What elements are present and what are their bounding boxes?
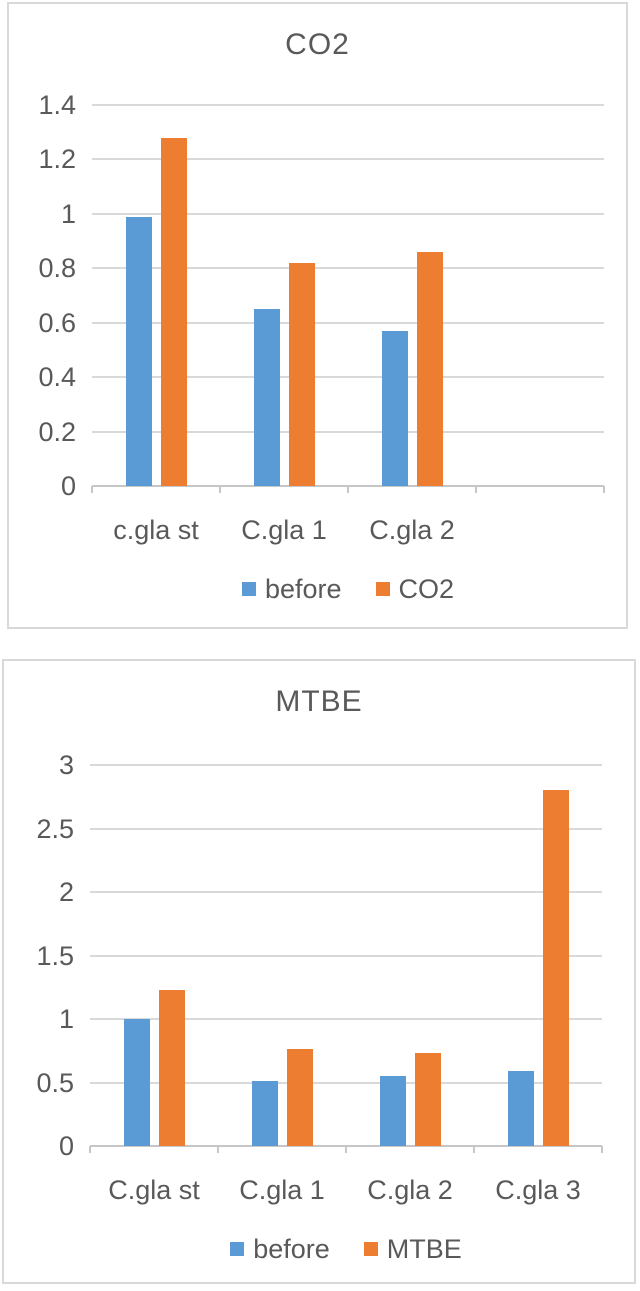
y-tick-label: 0 [60, 471, 76, 501]
x-axis-tick [345, 1146, 347, 1153]
x-category-label: C.gla 3 [495, 1175, 581, 1205]
bar-co2-c-gla-st [161, 138, 187, 486]
y-tick-label: 0.8 [38, 253, 76, 284]
x-category-label: C.gla 1 [241, 515, 327, 545]
bar-mtbe-c-gla-1 [287, 1049, 313, 1146]
bar-before-c-gla-3 [508, 1071, 534, 1146]
x-axis-tick [91, 486, 93, 493]
gridline [90, 827, 602, 830]
bar-before-c-gla-1 [254, 309, 280, 486]
legend-label-mtbe: MTBE [386, 1234, 462, 1264]
y-tick-label: 1.5 [36, 940, 74, 971]
y-tick-label: 1.2 [38, 144, 76, 175]
legend-swatch-mtbe [363, 1242, 378, 1256]
bar-co2-c-gla-2 [417, 252, 443, 486]
x-axis-tick [603, 486, 605, 493]
y-tick-label: 1.4 [38, 90, 76, 120]
bar-before-c-gla-st [126, 217, 152, 486]
bar-before-c-gla-st [124, 1019, 150, 1146]
legend-swatch-co2 [375, 582, 390, 596]
bar-co2-c-gla-1 [289, 263, 315, 486]
bar-before-c-gla-2 [382, 331, 408, 486]
plot-area: 0 0.2 0.4 0.6 0.8 1 1.2 1.4 c.gla st C.gla 1 C.gla… [38, 90, 605, 604]
gridline [90, 891, 602, 893]
legend-label-before: before [253, 1234, 330, 1264]
x-category-label: C.gla st [108, 1175, 200, 1205]
y-tick-label: 2.5 [36, 813, 74, 844]
x-axis-tick [475, 486, 477, 493]
y-tick-label: 0.6 [38, 307, 76, 338]
legend-swatch-before [230, 1242, 245, 1256]
legend-entry-co2: CO2 [375, 574, 455, 604]
plot-area: 0 0.5 1 1.5 2 2.5 3 C.gla st C.gla 1 C.gla 2 C.gla… [36, 750, 603, 1264]
chart-legend: before CO2 [92, 574, 604, 604]
x-axis-tick [89, 1146, 91, 1153]
bar-before-c-gla-1 [252, 1081, 278, 1146]
gridline [92, 267, 604, 270]
x-axis-tick [217, 1146, 219, 1153]
gridline [92, 430, 604, 433]
gridline [92, 104, 604, 106]
y-tick-label: 0.2 [38, 416, 76, 447]
legend-entry-before: before [241, 574, 342, 604]
co2-chart-panel: CO2 0 0.2 0.4 0.6 0.8 1 1.2 1.4 c.gla st C.gla 1 C… [7, 2, 628, 629]
chart-title: CO2 [285, 28, 350, 61]
y-tick-label: 3 [58, 750, 74, 780]
y-tick-label: 1 [58, 1004, 74, 1034]
y-tick-label: 0.4 [38, 362, 76, 393]
x-axis-tick [473, 1146, 475, 1153]
gridline [92, 158, 604, 161]
y-tick-label: 0.5 [36, 1067, 74, 1098]
x-category-label: C.gla 2 [367, 1175, 453, 1205]
gridline [90, 954, 602, 957]
legend-label-co2: CO2 [398, 574, 455, 604]
x-category-label: C.gla 1 [239, 1175, 325, 1205]
chart-title: MTBE [275, 685, 363, 718]
y-tick-label: 1 [60, 198, 76, 229]
gridline [90, 764, 602, 766]
bar-mtbe-c-gla-st [159, 990, 185, 1146]
legend-entry-mtbe: MTBE [363, 1234, 462, 1264]
bar-before-c-gla-2 [380, 1076, 406, 1146]
gridline [92, 376, 604, 379]
x-category-label: c.gla st [113, 515, 199, 545]
bar-mtbe-c-gla-2 [415, 1053, 441, 1146]
chart-legend: before MTBE [90, 1234, 602, 1264]
x-category-label: C.gla 2 [369, 515, 455, 545]
bar-mtbe-c-gla-3 [543, 790, 569, 1146]
x-axis-tick [601, 1146, 603, 1153]
x-axis-tick [347, 486, 349, 493]
gridline [90, 1081, 602, 1084]
legend-label-before: before [264, 574, 342, 604]
x-axis-tick [219, 486, 221, 493]
legend-entry-before: before [230, 1234, 330, 1264]
y-tick-label: 2 [58, 877, 74, 907]
legend-swatch-before [241, 582, 256, 596]
y-tick-label: 0 [58, 1131, 74, 1161]
gridline [92, 212, 604, 215]
gridline [90, 1018, 602, 1020]
gridline [92, 321, 604, 324]
mtbe-chart-panel: MTBE 0 0.5 1 1.5 2 2.5 3 C.gla st C.gla 1 C.gla 2… [2, 659, 636, 1284]
